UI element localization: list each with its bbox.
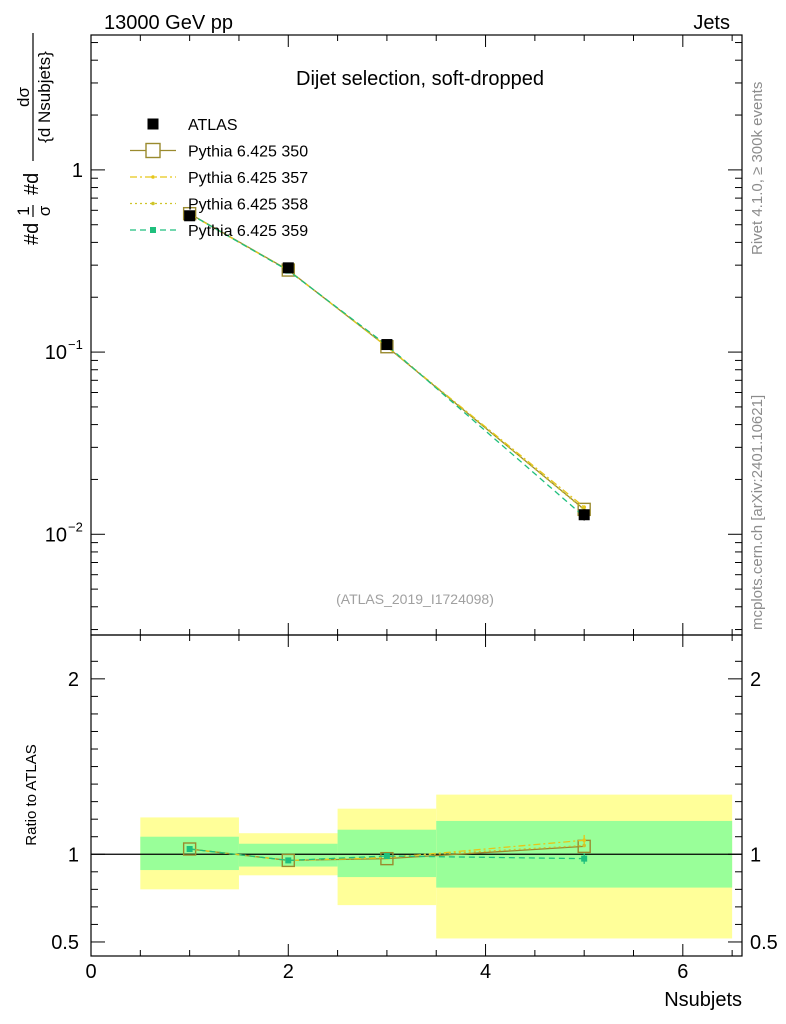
legend-entry-label: ATLAS [188,117,238,134]
ratio-y-axis-label: Ratio to ATLAS [23,744,40,845]
legend-marker [150,227,156,233]
ratio-y-tick-label: 2 [68,669,79,691]
ratio-mc-3-point [582,843,586,848]
ratio-mc-3-line [189,844,585,862]
legend-entry-label: Pythia 6.425 359 [188,223,308,240]
energy-label: 13000 GeV pp [104,12,233,34]
legend-marker [145,142,161,159]
ratio-mc-4-point [581,855,588,862]
legend-marker [151,201,155,206]
mc-2-line [189,213,585,508]
ratio-y-tick-label-right: 0.5 [750,932,778,954]
ylabel-frac1-den: σ [35,205,54,216]
main-y-tick-exponent: −2 [68,519,83,534]
ratio-y-tick-label: 1 [68,844,79,866]
ratio-mc-2-line [189,839,585,862]
analysis-id: (ATLAS_2019_I1724098) [336,591,494,607]
legend-entry-label: Pythia 6.425 350 [188,144,308,161]
ratio-mc-2-point [582,838,586,843]
atlas-data-point [381,339,393,351]
main-y-tick-exponent: −1 [68,337,83,352]
legend-entry-label: Pythia 6.425 358 [188,197,308,214]
main-y-tick-label: 10 [45,524,67,546]
mc-4-line [189,213,585,518]
ratio-y-tick-label-right: 2 [750,669,761,691]
category-label: Jets [693,12,730,34]
legend: ATLAS Pythia 6.425 350 Pythia 6.425 357 Pyt… [130,117,308,240]
ratio-bands [140,794,733,939]
legend-marker [151,175,155,179]
x-axis-label: Nsubjets [664,989,742,1011]
main-y-axis-label: #d 1 σ #d dσ {d Nsubjets} [14,33,54,245]
side-mcplots-label: mcplots.cern.ch [arXiv:2401.10621] [749,395,766,630]
atlas-data-point [184,210,196,222]
ylabel-part-a: #d [21,223,43,245]
ratio-mc-4-point [383,853,390,860]
side-rivet-label: Rivet 4.1.0, ≥ 300k events [749,82,766,255]
ylabel-frac2-num: dσ [14,87,33,107]
atlas-data-point [282,262,294,274]
ylabel-part-b: #d [21,173,43,195]
legend-entry-label: Pythia 6.425 357 [188,170,308,187]
ratio-mc-1-point [182,842,197,856]
main-y-tick-label: 1 [72,160,83,182]
ylabel-frac2-den: {d Nsubjets} [35,51,54,143]
main-y-tick-label: 10 [45,342,67,364]
ratio-y-tick-label-right: 1 [750,844,761,866]
x-tick-label: 2 [283,961,294,983]
x-tick-label: 4 [480,961,491,983]
ratio-mc-1-point [380,851,394,866]
ratio-y-tick-label: 0.5 [51,932,79,954]
legend-marker [147,118,159,130]
main-plot-area [182,206,591,521]
plot-title: Dijet selection, soft-dropped [296,68,544,90]
x-tick-label: 0 [85,961,96,983]
atlas-data-point [578,509,590,521]
ratio-mc-4-point [285,857,292,864]
ylabel-frac1-num: 1 [14,206,33,215]
x-tick-label: 6 [677,961,688,983]
ratio-frame [90,634,743,957]
ratio-axes: 0.5 0.5 1 1 2 2 0 2 4 6 [51,634,778,983]
ratio-mc-4-point [186,846,193,852]
mc-2-point [582,505,586,509]
ratio-stat-band [238,843,338,867]
ratio-plot-area [182,834,591,868]
